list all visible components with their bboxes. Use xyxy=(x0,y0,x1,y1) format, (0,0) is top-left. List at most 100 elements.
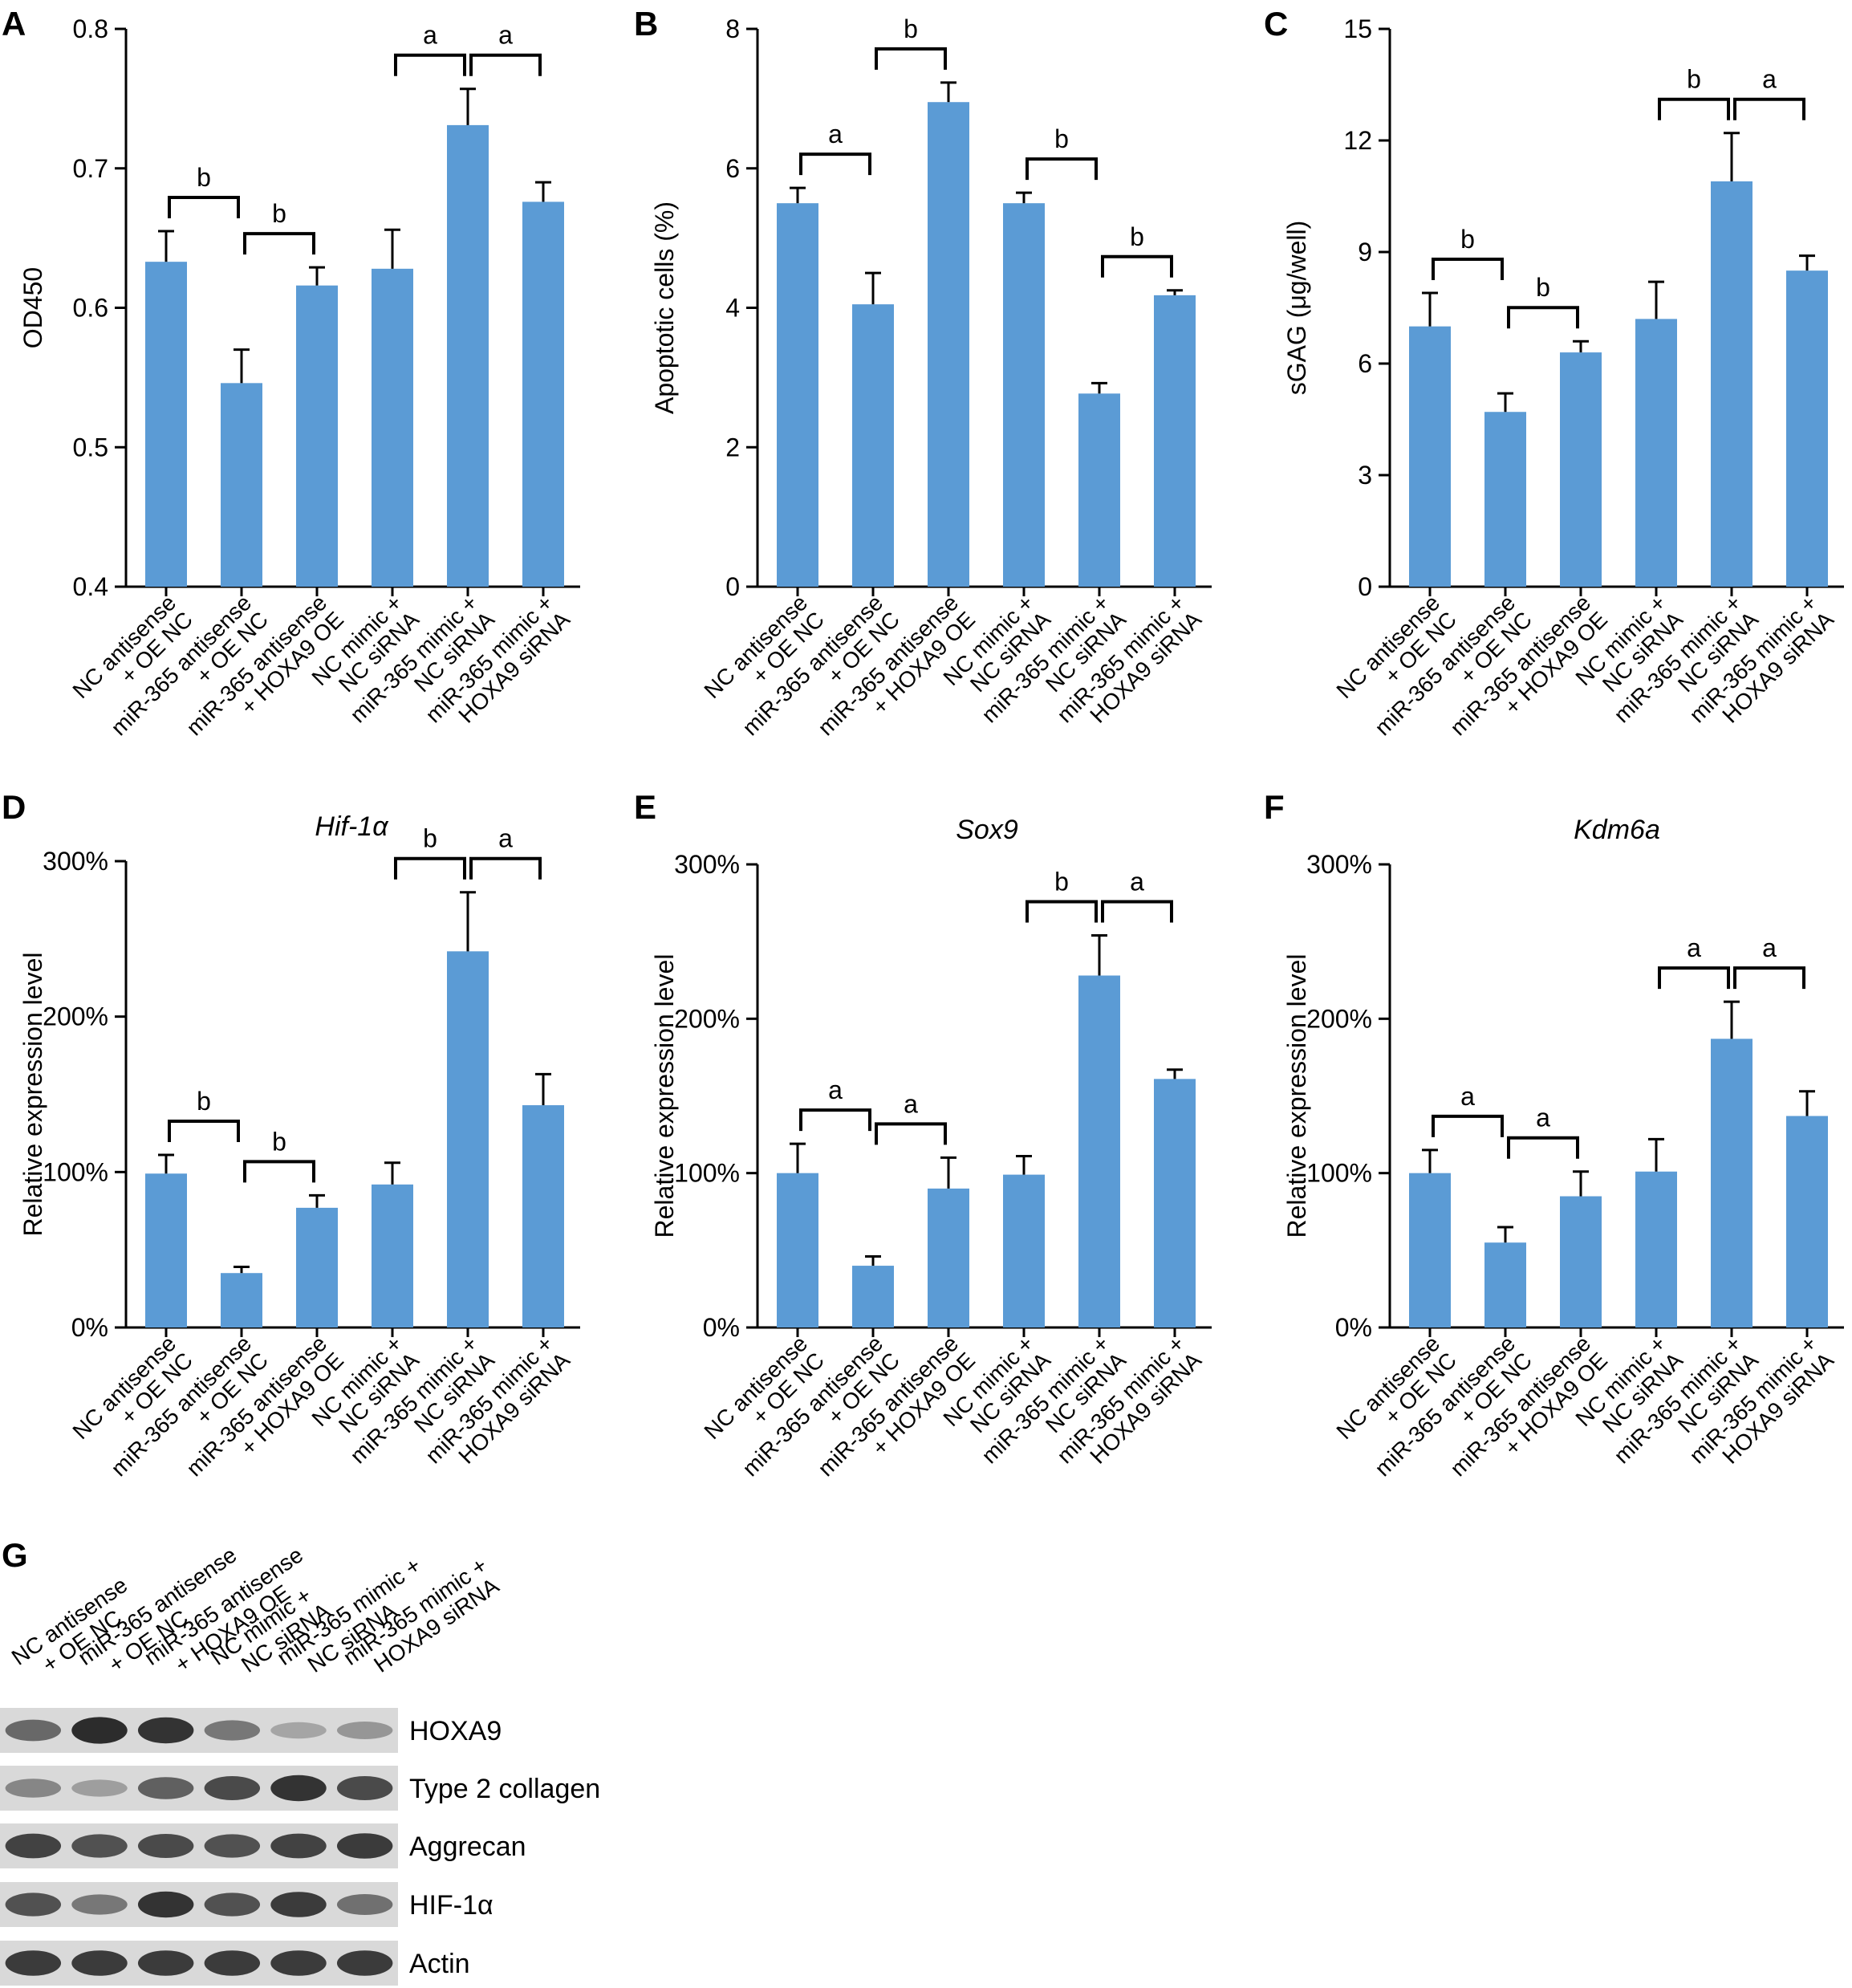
blot-band xyxy=(71,1894,128,1915)
significance-bracket xyxy=(243,1160,315,1183)
y-tick-label: 0 xyxy=(725,572,740,601)
significance-label: a xyxy=(1460,1082,1475,1111)
bar xyxy=(372,268,413,587)
significance-label: b xyxy=(1687,65,1701,94)
significance-label: a xyxy=(828,120,843,148)
significance-label: b xyxy=(1536,273,1550,302)
bar xyxy=(1560,352,1602,587)
bar xyxy=(296,285,338,587)
bar xyxy=(145,262,187,587)
bar xyxy=(928,102,969,587)
y-tick-label: 0.6 xyxy=(73,294,108,323)
panel-letter-f: F xyxy=(1264,788,1285,826)
y-tick-label: 100% xyxy=(674,1159,740,1188)
y-tick-label: 6 xyxy=(725,154,740,183)
chart-d: Hif-1α 0% 100% 200% 300% Relative expression … xyxy=(18,811,580,1481)
y-axis-title: Relative expression level xyxy=(18,953,47,1237)
blot-band xyxy=(270,1892,327,1917)
y-tick-label: 0.5 xyxy=(73,433,108,461)
bar xyxy=(1711,1039,1752,1327)
blot-band xyxy=(5,1719,62,1742)
significance-bracket xyxy=(875,47,947,70)
y-axis-title: OD450 xyxy=(18,267,47,348)
blot-band xyxy=(336,1894,393,1915)
significance-label: b xyxy=(904,14,918,43)
y-tick-label: 15 xyxy=(1343,14,1372,43)
y-tick-label: 200% xyxy=(1306,1004,1372,1033)
bar xyxy=(1635,1171,1677,1327)
y-tick-label: 0.8 xyxy=(73,14,108,43)
significance-bracket xyxy=(1507,306,1579,329)
y-tick-label: 0 xyxy=(1358,572,1372,601)
y-axis-title: Relative expression level xyxy=(1282,954,1311,1238)
significance-bracket xyxy=(168,1120,240,1143)
bar xyxy=(852,304,894,587)
y-tick-label: 0.4 xyxy=(73,572,108,601)
blot-strip xyxy=(0,1766,398,1811)
bar xyxy=(296,1207,338,1327)
significance-label: a xyxy=(828,1075,843,1104)
panel-letter-e: E xyxy=(634,788,656,826)
panel-letter-a: A xyxy=(2,5,26,43)
significance-bracket xyxy=(394,856,466,880)
y-tick-label: 0% xyxy=(703,1313,740,1342)
blot-band xyxy=(270,1722,327,1739)
y-axis-title: sGAG (μg/well) xyxy=(1282,221,1311,396)
bar xyxy=(372,1184,413,1327)
significance-bracket xyxy=(394,53,466,76)
y-tick-label: 4 xyxy=(725,294,740,323)
blot-band xyxy=(204,1950,261,1976)
blot-row-label: Aggrecan xyxy=(409,1831,526,1862)
significance-label: b xyxy=(423,824,437,853)
bar xyxy=(1484,412,1526,587)
significance-bracket xyxy=(469,53,542,76)
y-tick-label: 300% xyxy=(1306,850,1372,879)
bar xyxy=(1786,1116,1828,1327)
significance-label: a xyxy=(1687,933,1701,962)
blot-band xyxy=(137,1891,194,1918)
bar xyxy=(1003,203,1045,587)
bar xyxy=(221,383,262,587)
blot-band xyxy=(5,1892,62,1917)
blot-band xyxy=(204,1834,261,1858)
blot-band xyxy=(336,1776,393,1800)
bar xyxy=(1409,1173,1451,1327)
blot-band xyxy=(270,1833,327,1859)
significance-label: b xyxy=(197,1087,211,1116)
blot-band xyxy=(5,1779,62,1798)
significance-bracket xyxy=(1432,1114,1504,1137)
significance-bracket xyxy=(1658,97,1730,120)
bar xyxy=(1078,975,1120,1327)
significance-label: a xyxy=(1536,1104,1550,1132)
bar xyxy=(1484,1242,1526,1327)
blot-row-label: Actin xyxy=(409,1949,470,1979)
y-tick-label: 6 xyxy=(1358,349,1372,378)
bar xyxy=(1409,326,1451,587)
bar xyxy=(447,951,489,1327)
blot-band xyxy=(336,1833,393,1859)
blot-band xyxy=(137,1717,194,1744)
significance-bracket xyxy=(168,195,240,218)
blot-strip xyxy=(0,1708,398,1753)
blot-band xyxy=(270,1775,327,1802)
y-tick-label: 200% xyxy=(674,1004,740,1033)
chart-title: Kdm6a xyxy=(1574,815,1660,845)
bar xyxy=(522,201,564,587)
bar xyxy=(1078,393,1120,587)
significance-label: a xyxy=(498,21,513,50)
y-axis-title: Apoptotic cells (%) xyxy=(650,201,679,414)
bar xyxy=(1154,295,1196,587)
significance-bracket xyxy=(1432,257,1504,280)
blot-row-label: HOXA9 xyxy=(409,1716,502,1746)
blot-band xyxy=(71,1950,128,1976)
y-tick-label: 0% xyxy=(1335,1313,1372,1342)
blot-band xyxy=(336,1950,393,1976)
bar xyxy=(928,1188,969,1327)
bar xyxy=(777,203,818,587)
bar xyxy=(852,1266,894,1327)
blot-band xyxy=(270,1950,327,1976)
panel-letter-d: D xyxy=(2,788,26,826)
